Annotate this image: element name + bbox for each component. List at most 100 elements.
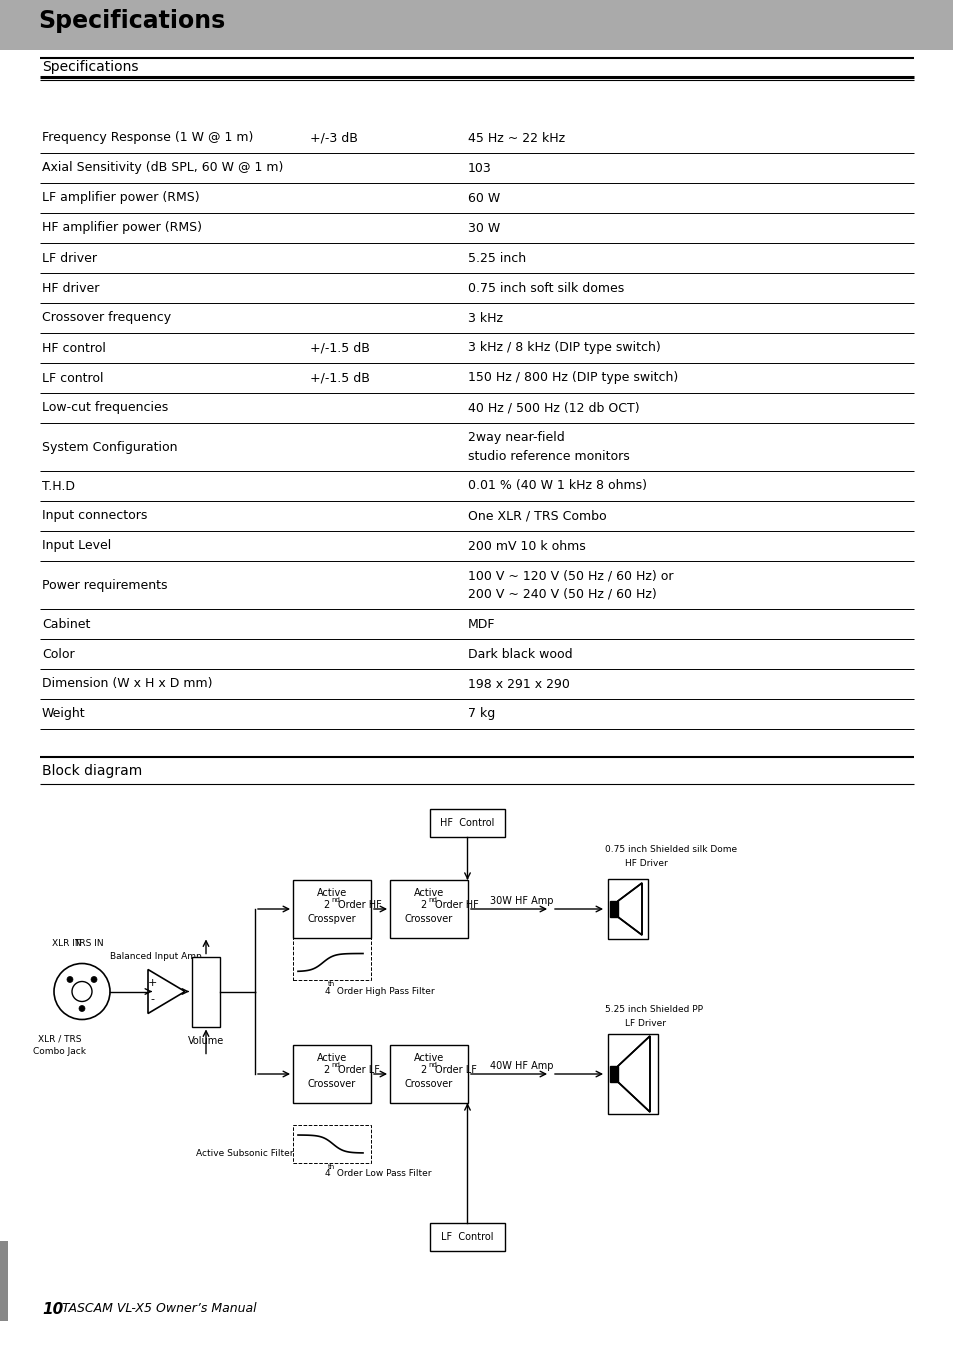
Text: Crossover: Crossover: [308, 1079, 355, 1089]
Text: T.H.D: T.H.D: [42, 480, 75, 493]
Text: LF control: LF control: [42, 372, 103, 385]
Text: Cabinet: Cabinet: [42, 617, 91, 631]
Text: Order HF: Order HF: [337, 900, 381, 911]
Text: Combo Jack: Combo Jack: [33, 1047, 87, 1056]
Text: Crossover frequency: Crossover frequency: [42, 312, 171, 324]
Text: +: +: [147, 978, 156, 989]
Text: 150 Hz / 800 Hz (DIP type switch): 150 Hz / 800 Hz (DIP type switch): [468, 372, 678, 385]
Text: LF Driver: LF Driver: [624, 1020, 665, 1028]
Text: 5.25 inch: 5.25 inch: [468, 251, 525, 265]
Text: XLR IN: XLR IN: [52, 939, 82, 948]
Text: 200 V ~ 240 V (50 Hz / 60 Hz): 200 V ~ 240 V (50 Hz / 60 Hz): [468, 588, 656, 600]
Bar: [390, 880, 468, 938]
Text: 103: 103: [468, 162, 491, 174]
Text: Order LF: Order LF: [435, 1065, 476, 1075]
Text: 2: 2: [420, 900, 427, 911]
Text: 30W HF Amp: 30W HF Amp: [490, 896, 553, 907]
Text: +/-3 dB: +/-3 dB: [310, 131, 357, 145]
Text: Axial Sensitivity (dB SPL, 60 W @ 1 m): Axial Sensitivity (dB SPL, 60 W @ 1 m): [42, 162, 283, 174]
Bar: [390, 1046, 468, 1102]
Text: Block diagram: Block diagram: [42, 765, 142, 778]
Bar: [607, 1034, 658, 1115]
Text: TASCAM VL-X5 Owner’s Manual: TASCAM VL-X5 Owner’s Manual: [62, 1302, 256, 1316]
Text: 200 mV 10 k ohms: 200 mV 10 k ohms: [468, 539, 585, 553]
Text: Active Subsonic Filter: Active Subsonic Filter: [196, 1150, 294, 1159]
Text: One XLR / TRS Combo: One XLR / TRS Combo: [468, 509, 606, 523]
Text: XLR / TRS: XLR / TRS: [38, 1035, 82, 1044]
Text: studio reference monitors: studio reference monitors: [468, 450, 629, 462]
Text: 0.75 inch soft silk domes: 0.75 inch soft silk domes: [468, 281, 623, 295]
Text: MDF: MDF: [468, 617, 495, 631]
Text: Weight: Weight: [42, 708, 86, 720]
Text: 60 W: 60 W: [468, 192, 499, 204]
Bar: [0, 1242, 8, 1321]
Text: 2: 2: [323, 1065, 330, 1075]
Text: Color: Color: [42, 647, 74, 661]
Text: HF driver: HF driver: [42, 281, 99, 295]
Bar: [430, 809, 504, 838]
Text: Dark black wood: Dark black wood: [468, 647, 572, 661]
Text: HF Driver: HF Driver: [624, 858, 667, 867]
Text: LF amplifier power (RMS): LF amplifier power (RMS): [42, 192, 199, 204]
Text: Frequency Response (1 W @ 1 m): Frequency Response (1 W @ 1 m): [42, 131, 253, 145]
Text: Active: Active: [316, 888, 347, 898]
Text: -: -: [150, 994, 153, 1005]
Text: Dimension (W x H x D mm): Dimension (W x H x D mm): [42, 677, 213, 690]
Text: Order Low Pass Filter: Order Low Pass Filter: [335, 1170, 432, 1178]
Text: Active: Active: [316, 1052, 347, 1063]
Text: 7 kg: 7 kg: [468, 708, 495, 720]
Text: 10: 10: [42, 1301, 63, 1316]
Bar: [192, 957, 220, 1027]
Text: 45 Hz ~ 22 kHz: 45 Hz ~ 22 kHz: [468, 131, 564, 145]
Bar: [0, 0, 953, 50]
Text: Balanced Input Amp: Balanced Input Amp: [110, 952, 202, 961]
Circle shape: [79, 1005, 85, 1012]
Text: 40W HF Amp: 40W HF Amp: [490, 1061, 553, 1071]
Bar: [609, 901, 618, 917]
Text: HF  Control: HF Control: [440, 817, 495, 828]
Text: 4: 4: [325, 1170, 330, 1178]
Text: +/-1.5 dB: +/-1.5 dB: [310, 372, 370, 385]
Text: 198 x 291 x 290: 198 x 291 x 290: [468, 677, 569, 690]
Text: HF amplifier power (RMS): HF amplifier power (RMS): [42, 222, 202, 235]
Text: 3 kHz: 3 kHz: [468, 312, 502, 324]
Text: Low-cut frequencies: Low-cut frequencies: [42, 401, 168, 415]
Text: HF control: HF control: [42, 342, 106, 354]
Bar: [607, 880, 647, 939]
Text: TRS IN: TRS IN: [74, 939, 104, 948]
Text: 100 V ~ 120 V (50 Hz / 60 Hz) or: 100 V ~ 120 V (50 Hz / 60 Hz) or: [468, 570, 673, 582]
Bar: [293, 938, 371, 979]
Circle shape: [91, 977, 97, 982]
Bar: [293, 1125, 371, 1163]
Text: LF driver: LF driver: [42, 251, 97, 265]
Text: 30 W: 30 W: [468, 222, 499, 235]
Text: nd: nd: [428, 1062, 436, 1069]
Text: Active: Active: [414, 888, 444, 898]
Bar: [293, 880, 371, 938]
Text: th: th: [327, 981, 335, 988]
Bar: [609, 1066, 618, 1082]
Text: Order HF: Order HF: [435, 900, 478, 911]
Text: Active: Active: [414, 1052, 444, 1063]
Text: 2: 2: [323, 900, 330, 911]
Text: Volume: Volume: [188, 1035, 224, 1046]
Text: LF  Control: LF Control: [441, 1232, 494, 1242]
Text: Crosspver: Crosspver: [308, 915, 355, 924]
Text: Crossover: Crossover: [404, 1079, 453, 1089]
Text: Specifications: Specifications: [42, 59, 138, 74]
Text: 2: 2: [420, 1065, 427, 1075]
Bar: [430, 1223, 504, 1251]
Text: Specifications: Specifications: [38, 9, 225, 32]
Text: Order LF: Order LF: [337, 1065, 379, 1075]
Text: nd: nd: [331, 1062, 339, 1069]
Text: Input connectors: Input connectors: [42, 509, 147, 523]
Text: +/-1.5 dB: +/-1.5 dB: [310, 342, 370, 354]
Text: 5.25 inch Shielded PP: 5.25 inch Shielded PP: [604, 1005, 702, 1013]
Bar: [293, 1046, 371, 1102]
Text: System Configuration: System Configuration: [42, 440, 177, 454]
Text: Input Level: Input Level: [42, 539, 112, 553]
Text: nd: nd: [331, 897, 339, 902]
Text: 4: 4: [325, 988, 330, 996]
Text: 0.75 inch Shielded silk Dome: 0.75 inch Shielded silk Dome: [604, 844, 737, 854]
Bar: [609, 901, 618, 917]
